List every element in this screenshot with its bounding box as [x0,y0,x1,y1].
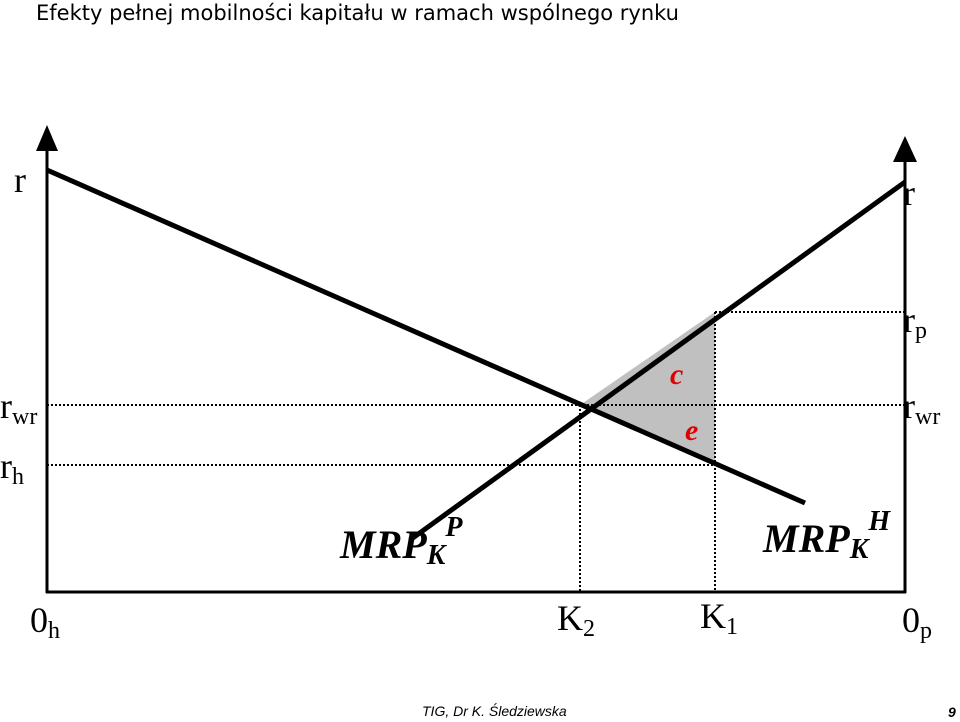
area-label: c [670,358,683,391]
curve-label: MRPKP [339,512,463,571]
mrp-h-curve [45,167,807,506]
surplus-area [580,312,715,465]
label: rwr [903,386,940,430]
axis-label: r [14,160,26,200]
axis-label: r [903,173,915,213]
label: K1 [700,596,738,640]
area-label: e [685,414,698,447]
label: rp [903,300,927,344]
label: rh [0,446,24,490]
title: Efekty pełnej mobilności kapitału w rama… [36,1,679,25]
label: 0p [902,600,932,644]
footer-author: TIG, Dr K. Śledziewska [422,702,567,719]
page-number: 9 [948,704,956,720]
arrow [36,125,58,151]
mrp-p-curve [408,179,907,543]
label: rwr [0,386,37,430]
curve-label: MRPKH [762,506,891,565]
arrow [893,136,917,162]
label: K2 [557,598,595,642]
label: 0h [30,600,60,644]
